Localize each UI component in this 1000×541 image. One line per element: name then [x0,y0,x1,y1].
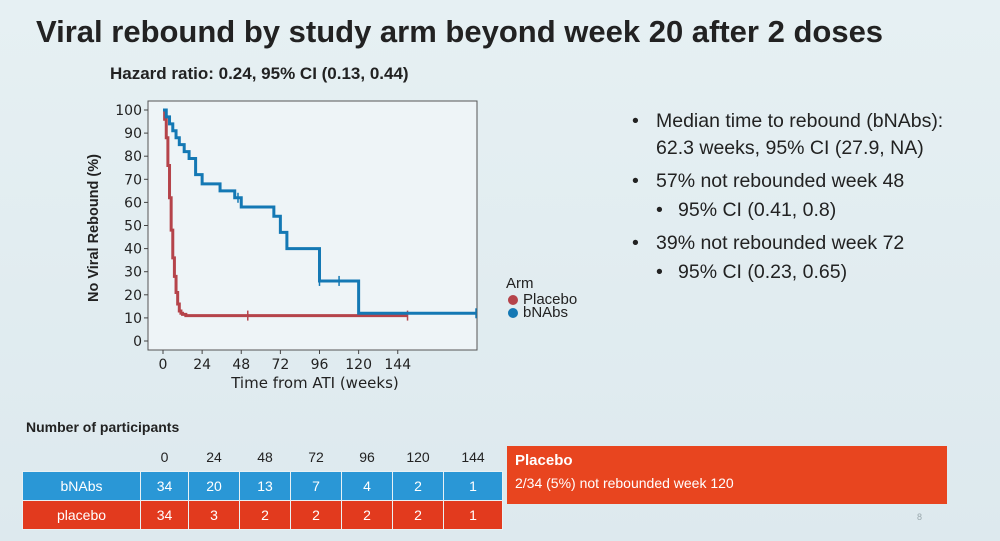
bullet-list: • Median time to rebound (bNAbs): 62.3 w… [632,108,972,286]
x-tick-label: 0 [159,357,168,373]
series-line-placebo [163,108,408,318]
participants-header-row: 0 24 48 72 96 120 144 [23,443,503,472]
y-tick-label: 100 [115,103,142,119]
sub-bullet-marker: • [656,199,663,221]
week-header: 72 [308,449,324,465]
legend-title: Arm [506,275,534,292]
participants-cell: 4 [341,471,393,501]
y-tick-label: 90 [124,126,142,142]
participants-cell: 1 [443,500,503,530]
series-layer [163,108,477,321]
sub-bullet-week-48-ci: • 95% CI (0.41, 0.8) [632,197,972,224]
bullet-marker: • [632,170,639,192]
x-tick-label: 96 [311,357,329,373]
y-tick-label: 50 [124,219,142,235]
participants-cell: 34 [140,500,189,530]
participants-cell: 1 [443,471,503,501]
week-header: 144 [461,449,485,465]
km-plot: 0 10 20 30 40 50 60 70 80 90 100 0 24 48 72 96 120 144 T… [86,100,478,392]
week-header: 120 [406,449,430,465]
y-tick-label: 80 [124,149,142,165]
y-tick-label: 0 [133,334,142,350]
week-header: 96 [359,449,375,465]
plot-area [147,100,478,351]
legend: Arm Placebo bNAbs [506,275,578,321]
slide-number: 8 [917,512,923,522]
y-axis: 0 10 20 30 40 50 60 70 80 90 100 [115,103,148,350]
hazard-ratio-subtitle: Hazard ratio: 0.24, 95% CI (0.13, 0.44) [110,64,409,83]
participants-title: Number of participants [26,419,180,435]
week-header: 0 [160,449,169,465]
participants-row-placebo: placebo 34 3 2 2 2 2 1 [22,500,503,530]
y-tick-label: 60 [124,195,142,211]
legend-label-placebo: Placebo [523,291,578,308]
row-label: placebo [22,500,141,530]
legend-item-placebo: Placebo [508,291,578,308]
callout-title: Placebo [515,452,573,469]
y-tick-label: 20 [124,288,142,304]
x-tick-label: 120 [345,357,372,373]
participants-cell: 2 [239,500,291,530]
y-tick-label: 40 [124,242,142,258]
legend-dot-bnabs [508,307,518,318]
row-label: bNAbs [22,471,141,501]
sub-bullet-week-72-ci: • 95% CI (0.23, 0.65) [632,259,972,286]
sub-bullet-text: 95% CI (0.41, 0.8) [678,199,837,221]
x-tick-label: 24 [193,357,211,373]
bullet-marker: • [632,110,639,132]
x-tick-label: 48 [232,357,250,373]
participants-cell: 7 [290,471,342,501]
week-header: 24 [206,449,222,465]
y-tick-label: 30 [124,265,142,281]
participants-cell: 2 [290,500,342,530]
bullet-text: 57% not rebounded week 48 [656,170,905,192]
participants-cell: 34 [140,471,189,501]
y-tick-label: 10 [124,311,142,327]
bullet-median-time: • Median time to rebound (bNAbs): 62.3 w… [632,108,972,162]
participants-cell: 2 [341,500,393,530]
legend-dot-placebo [508,294,518,305]
x-axis: 0 24 48 72 96 120 144 [159,350,411,373]
week-header: 48 [257,449,273,465]
participants-table: 0 24 48 72 96 120 144 bNAbs 34 20 13 7 4… [22,443,503,530]
bullet-marker: • [632,232,639,254]
participants-cell: 2 [392,500,444,530]
slide-title: Viral rebound by study arm beyond week 2… [36,14,884,49]
bullet-week-48: • 57% not rebounded week 48 [632,168,972,195]
y-axis-label: No Viral Rebound (%) [86,154,102,302]
participants-cell: 13 [239,471,291,501]
x-axis-label: Time from ATI (weeks) [230,374,399,392]
x-tick-label: 144 [384,357,411,373]
sub-bullet-text: 95% CI (0.23, 0.65) [678,261,848,283]
participants-cell: 3 [188,500,240,530]
series-line-bnabs [163,108,476,315]
bullet-text: 39% not rebounded week 72 [656,232,905,254]
x-tick-label: 72 [271,357,289,373]
bullet-week-72: • 39% not rebounded week 72 [632,230,972,257]
participants-cell: 2 [392,471,444,501]
header-corner [23,443,141,472]
participants-row-bnabs: bNAbs 34 20 13 7 4 2 1 [22,471,503,501]
bullet-text: Median time to rebound (bNAbs): 62.3 wee… [656,110,944,159]
legend-item-bnabs: bNAbs [508,304,577,321]
sub-bullet-marker: • [656,261,663,283]
y-tick-label: 70 [124,172,142,188]
legend-label-bnabs: bNAbs [523,304,569,321]
callout-text: 2/34 (5%) not rebounded week 120 [515,475,734,491]
placebo-callout: Placebo 2/34 (5%) not rebounded week 120 [507,446,947,504]
participants-cell: 20 [188,471,240,501]
